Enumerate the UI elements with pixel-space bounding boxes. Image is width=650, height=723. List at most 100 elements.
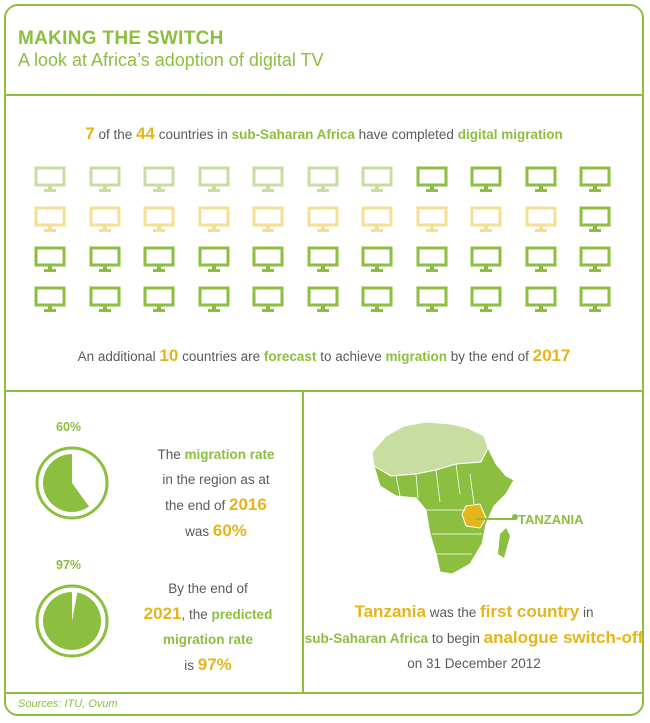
pie-slice xyxy=(42,454,90,512)
header: MAKING THE SWITCH A look at Africa’s ado… xyxy=(6,6,642,96)
tv-icon xyxy=(470,206,502,232)
tv-icon xyxy=(416,286,447,312)
tv-icon xyxy=(579,166,611,192)
divider-horizontal xyxy=(6,390,642,392)
tv-icon xyxy=(361,246,393,272)
tanzania-pointer-dot xyxy=(512,514,518,520)
tanzania-pointer-line xyxy=(476,518,516,520)
madagascar xyxy=(498,528,510,558)
africa-map xyxy=(371,421,515,575)
stat-2021-text: By the end of 2021, the predicted migrat… xyxy=(118,576,298,678)
text-countries-in: countries in xyxy=(158,127,228,142)
tv-icon xyxy=(252,286,284,312)
forecast-mid2: to achieve xyxy=(320,349,382,364)
infographic-frame: MAKING THE SWITCH A look at Africa’s ado… xyxy=(4,4,644,716)
note-country: Tanzania xyxy=(354,602,426,621)
tv-icon xyxy=(198,246,229,272)
tv-icon xyxy=(143,166,175,192)
tv-icon xyxy=(34,286,66,312)
tv-icon xyxy=(416,246,447,272)
tv-icon xyxy=(470,166,502,192)
text-have-completed: have completed xyxy=(358,127,454,142)
pie-slice xyxy=(43,592,101,650)
completed-count: 7 xyxy=(85,124,95,143)
pie-chart-2021 xyxy=(35,584,109,658)
stat-2016-l2: in the region as at xyxy=(162,472,270,487)
forecast-prefix: An additional xyxy=(77,349,156,364)
tv-icon xyxy=(579,206,611,232)
stat-2016-text: The migration rate in the region as at t… xyxy=(136,442,296,544)
forecast-mid1: countries are xyxy=(182,349,261,364)
tv-icon xyxy=(525,206,556,232)
forecast-year: 2017 xyxy=(532,346,571,365)
forecast-word: forecast xyxy=(263,349,317,364)
tv-icon xyxy=(361,286,393,312)
forecast-count: 10 xyxy=(159,346,179,365)
stat-2016-l1a: The xyxy=(157,447,181,462)
note-region: sub-Saharan Africa xyxy=(304,631,429,646)
completed-headline: 7 of the 44 countries in sub-Saharan Afr… xyxy=(6,124,642,144)
country-borders xyxy=(395,463,482,555)
tv-icon xyxy=(34,206,66,232)
tv-icon xyxy=(307,246,338,272)
stat-2021-year: 2021 xyxy=(143,604,182,623)
divider-vertical xyxy=(302,390,304,692)
tv-icon xyxy=(198,286,229,312)
tv-icon xyxy=(143,206,175,232)
divider-footer xyxy=(6,692,642,694)
note-first: first country xyxy=(480,602,580,621)
tanzania-note: Tanzania was the first country in sub-Sa… xyxy=(304,599,642,676)
stat-2021-l1: By the end of xyxy=(168,581,248,596)
page-subtitle: A look at Africa’s adoption of digital T… xyxy=(18,50,324,70)
stat-2016-year: 2016 xyxy=(229,495,267,514)
stat-2016-l3a: the end of xyxy=(165,498,226,513)
tv-icon xyxy=(143,286,175,312)
tv-icon xyxy=(89,166,120,192)
tv-icon xyxy=(89,286,120,312)
tanzania-region xyxy=(461,503,487,529)
tv-icon xyxy=(307,166,338,192)
tv-icon xyxy=(470,286,502,312)
forecast-mid3: by the end of xyxy=(450,349,529,364)
note-t4: on 31 December 2012 xyxy=(407,656,541,671)
tv-icon xyxy=(252,166,284,192)
tv-icon xyxy=(525,286,556,312)
tv-icon xyxy=(416,166,447,192)
note-t1: was the xyxy=(429,605,477,620)
pie-chart-2016 xyxy=(35,446,109,520)
migration-word: migration xyxy=(385,349,448,364)
total-count: 44 xyxy=(136,124,155,143)
tv-icon xyxy=(307,206,338,232)
tv-icon xyxy=(361,166,393,192)
tv-icon xyxy=(198,206,229,232)
stat-2021-l3: migration rate xyxy=(162,632,254,647)
tv-icon xyxy=(361,206,393,232)
sub-saharan-region xyxy=(373,446,515,575)
stat-2016-value: 60% xyxy=(212,521,247,540)
tv-icon xyxy=(579,286,611,312)
stat-2021-l2c: predicted xyxy=(211,607,273,622)
tv-icon xyxy=(143,246,175,272)
stat-2016-percent-label: 60% xyxy=(56,420,82,434)
tv-icon xyxy=(416,206,447,232)
text-of-the: of the xyxy=(98,127,133,142)
tv-icon xyxy=(579,246,611,272)
tv-icon xyxy=(89,206,120,232)
forecast-headline: An additional 10 countries are forecast … xyxy=(6,346,642,366)
page-title: MAKING THE SWITCH xyxy=(18,28,224,49)
tv-icon xyxy=(252,246,284,272)
region-label: sub-Saharan Africa xyxy=(231,127,355,142)
tv-icon xyxy=(525,166,556,192)
sources-note: Sources: ITU, Ovum xyxy=(18,698,118,710)
tv-icon xyxy=(525,246,556,272)
note-t3: to begin xyxy=(431,631,480,646)
note-t2: in xyxy=(582,605,594,620)
digital-migration-label: digital migration xyxy=(457,127,563,142)
tv-icon xyxy=(89,246,120,272)
stat-2016-l4a: was xyxy=(185,524,210,539)
tv-icon xyxy=(34,246,66,272)
stat-2021-percent-label: 97% xyxy=(56,558,82,572)
stat-2021-l2b: , the xyxy=(181,607,208,622)
stat-2021-value: 97% xyxy=(197,655,232,674)
stat-2016-l1b: migration rate xyxy=(184,447,275,462)
